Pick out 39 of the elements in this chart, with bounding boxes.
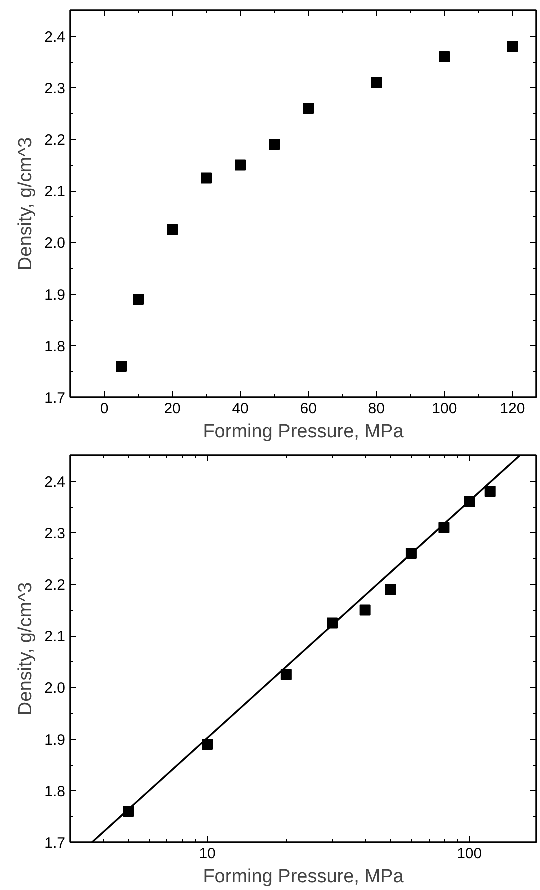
y-tick-label: 2.1 [44, 628, 66, 646]
y-tick-label: 2.4 [44, 474, 66, 491]
point [167, 224, 178, 236]
y-tick-label: 1.8 [44, 338, 66, 356]
x-tick-label: 60 [300, 400, 317, 418]
y-tick-label: 1.9 [44, 286, 66, 304]
y-tick-label: 2.2 [44, 577, 66, 594]
y-tick-label: 2.0 [44, 680, 66, 698]
y-axis-title: Density, g/cm^3 [16, 137, 37, 271]
x-tick-label: 40 [232, 400, 249, 418]
y-axis-title: Density, g/cm^3 [16, 582, 37, 716]
x-tick-label: 120 [500, 400, 526, 418]
point [235, 160, 246, 171]
point [133, 294, 144, 305]
point [201, 172, 212, 184]
y-tick-label: 1.8 [44, 783, 66, 800]
point [371, 77, 382, 88]
x-tick-label: 20 [164, 400, 181, 418]
point [269, 139, 280, 150]
y-tick-label: 2.3 [44, 525, 66, 542]
y-tick-label: 2.3 [44, 80, 66, 98]
y-tick-label: 2.0 [44, 235, 66, 252]
y-tick-label: 1.9 [44, 732, 66, 749]
point [303, 103, 314, 114]
y-tick-label: 2.1 [44, 184, 66, 201]
x-tick-label: 80 [368, 400, 385, 418]
x-tick-label: 100 [457, 846, 482, 862]
x-axis-title: Forming Pressure, MPa [203, 866, 404, 888]
x-tick-label: 10 [199, 846, 216, 862]
x-axis-title: Forming Pressure, MPa [203, 422, 404, 442]
y-tick-label: 2.4 [44, 28, 66, 46]
x-tick-label: 100 [432, 400, 458, 418]
point [507, 41, 518, 52]
y-tick-label: 2.2 [44, 132, 66, 149]
x-tick-label: 0 [100, 400, 109, 418]
y-tick-label: 1.7 [44, 390, 66, 407]
point [439, 51, 450, 62]
point [116, 361, 128, 372]
y-tick-label: 1.7 [44, 835, 66, 852]
